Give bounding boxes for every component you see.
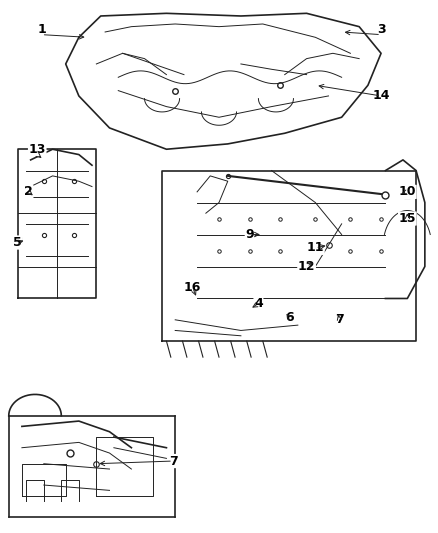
Text: 1: 1 [37,23,46,36]
Text: 11: 11 [307,241,324,254]
Text: 3: 3 [377,23,385,36]
Text: 4: 4 [254,297,263,310]
Text: 7: 7 [335,313,344,326]
Text: 7: 7 [169,455,177,467]
Text: 9: 9 [245,228,254,241]
Text: 6: 6 [285,311,293,324]
Text: 13: 13 [28,143,46,156]
Text: 12: 12 [298,260,315,273]
Text: 15: 15 [399,212,416,225]
Text: 16: 16 [184,281,201,294]
Text: 10: 10 [399,185,416,198]
Text: 2: 2 [24,185,33,198]
Text: 5: 5 [13,236,22,249]
Text: 14: 14 [372,90,390,102]
